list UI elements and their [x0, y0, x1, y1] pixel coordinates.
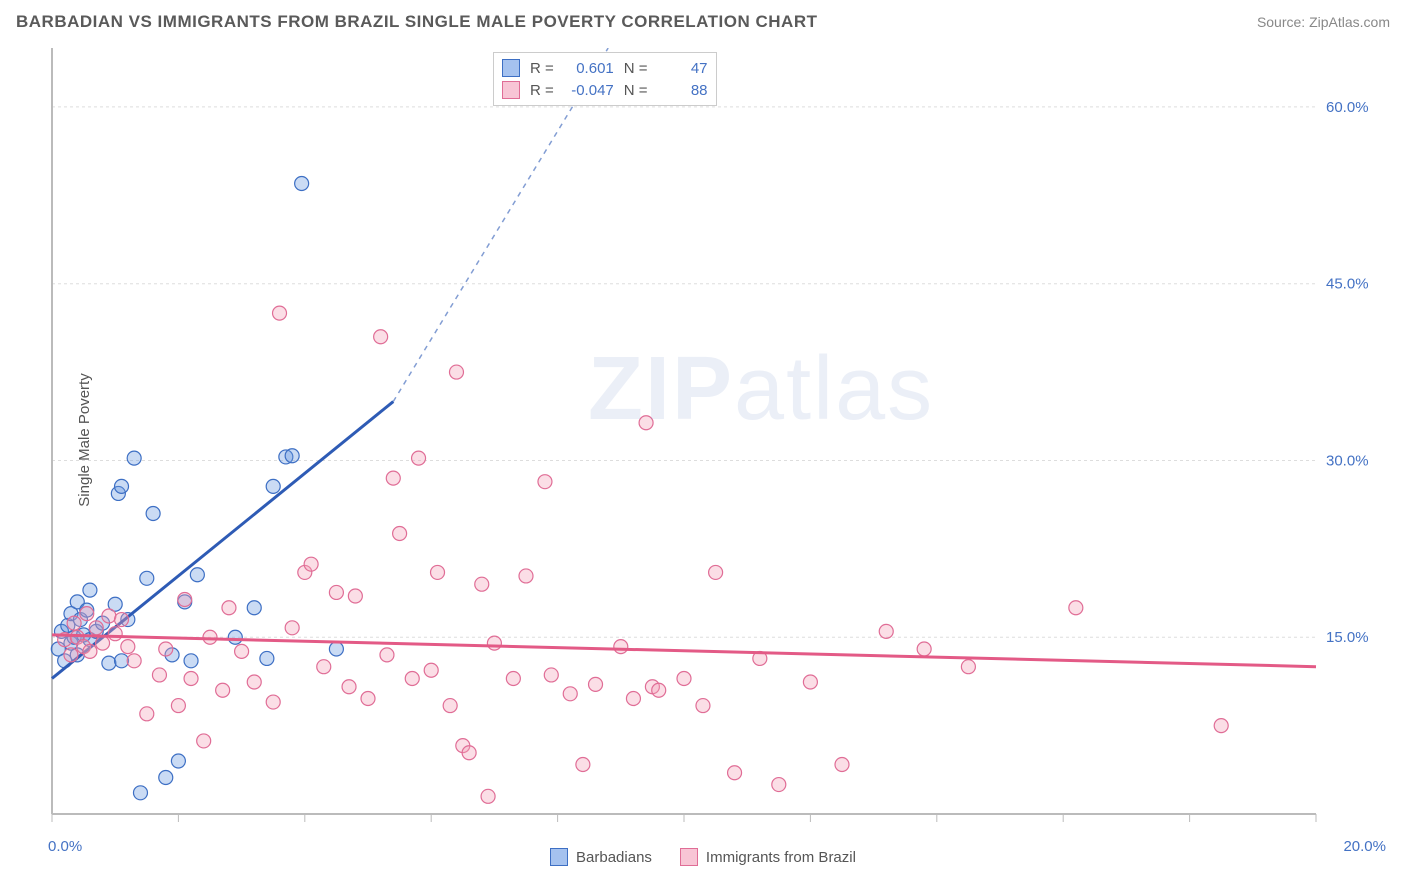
svg-text:45.0%: 45.0% [1326, 276, 1369, 293]
source-attribution: Source: ZipAtlas.com [1257, 14, 1390, 30]
stats-r-label: R = [530, 60, 554, 77]
chart-area: Single Male Poverty 15.0%30.0%45.0%60.0%… [48, 48, 1386, 832]
stats-n-label: N = [624, 60, 648, 77]
stats-swatch-icon [502, 59, 520, 77]
legend-swatch-icon [680, 848, 698, 866]
stats-n-label: N = [624, 82, 648, 99]
svg-text:15.0%: 15.0% [1326, 629, 1369, 646]
stats-box: R = 0.601 N = 47 R = -0.047 N = 88 [493, 52, 717, 106]
legend-swatch-icon [550, 848, 568, 866]
stats-swatch-icon [502, 81, 520, 99]
legend: Barbadians Immigrants from Brazil [0, 848, 1406, 866]
legend-label: Immigrants from Brazil [706, 849, 856, 866]
chart-title: BARBADIAN VS IMMIGRANTS FROM BRAZIL SING… [16, 12, 818, 32]
stats-r-label: R = [530, 82, 554, 99]
scatter-plot: 15.0% 30.0% 45.0% 60.0% [48, 48, 1386, 832]
legend-item: Barbadians [550, 848, 652, 866]
legend-label: Barbadians [576, 849, 652, 866]
stats-row: R = 0.601 N = 47 [502, 57, 708, 79]
svg-text:30.0%: 30.0% [1326, 452, 1369, 469]
stats-n-value: 47 [658, 60, 708, 77]
legend-item: Immigrants from Brazil [680, 848, 856, 866]
stats-row: R = -0.047 N = 88 [502, 79, 708, 101]
stats-r-value: -0.047 [564, 82, 614, 99]
svg-text:60.0%: 60.0% [1326, 99, 1369, 116]
stats-n-value: 88 [658, 82, 708, 99]
stats-r-value: 0.601 [564, 60, 614, 77]
